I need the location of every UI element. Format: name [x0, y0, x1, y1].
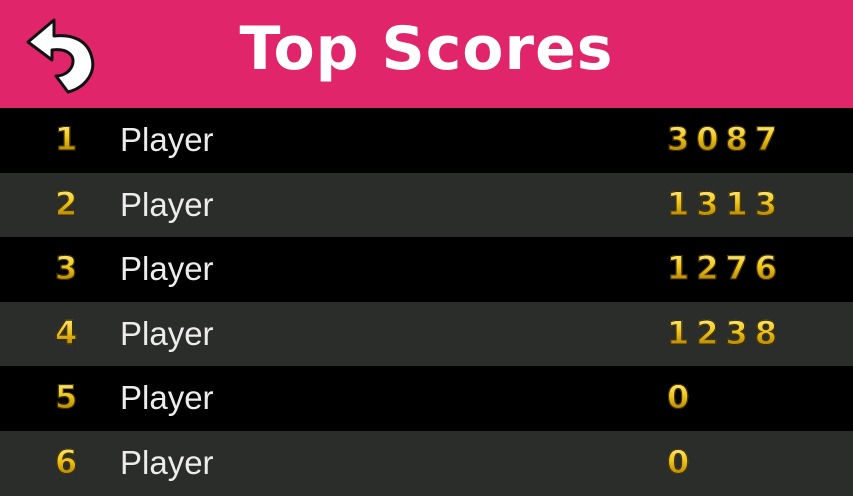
header-bar: Top Scores — [0, 0, 853, 108]
score: 0 — [666, 442, 697, 481]
player-name: Player — [120, 379, 214, 417]
score: 1238 — [666, 313, 785, 352]
player-name: Player — [120, 443, 214, 481]
rank: 3 — [55, 249, 85, 288]
score: 0 — [666, 378, 697, 417]
back-button[interactable] — [22, 16, 104, 96]
score: 1276 — [666, 249, 785, 288]
page-title: Top Scores — [239, 14, 614, 84]
rank: 1 — [55, 120, 85, 159]
score-row: 4 Player 1238 — [0, 301, 853, 367]
score-row: 1 Player 3087 — [0, 108, 853, 173]
score-row: 6 Player 0 — [0, 430, 853, 496]
curved-back-arrow-icon — [26, 18, 95, 94]
rank: 6 — [55, 442, 85, 481]
player-name: Player — [120, 121, 214, 158]
score-row: 3 Player 1276 — [0, 237, 853, 302]
rank: 2 — [55, 184, 85, 223]
score-list[interactable]: 1 Player 3087 2 Player 1313 3 Player 127… — [0, 108, 853, 496]
score: 1313 — [666, 184, 785, 223]
rank: 5 — [55, 378, 85, 417]
player-name: Player — [120, 250, 214, 288]
player-name: Player — [120, 185, 214, 223]
player-name: Player — [120, 314, 214, 352]
score-row: 2 Player 1313 — [0, 172, 853, 238]
rank: 4 — [55, 313, 85, 352]
score-row: 5 Player 0 — [0, 366, 853, 431]
score: 3087 — [666, 120, 785, 159]
